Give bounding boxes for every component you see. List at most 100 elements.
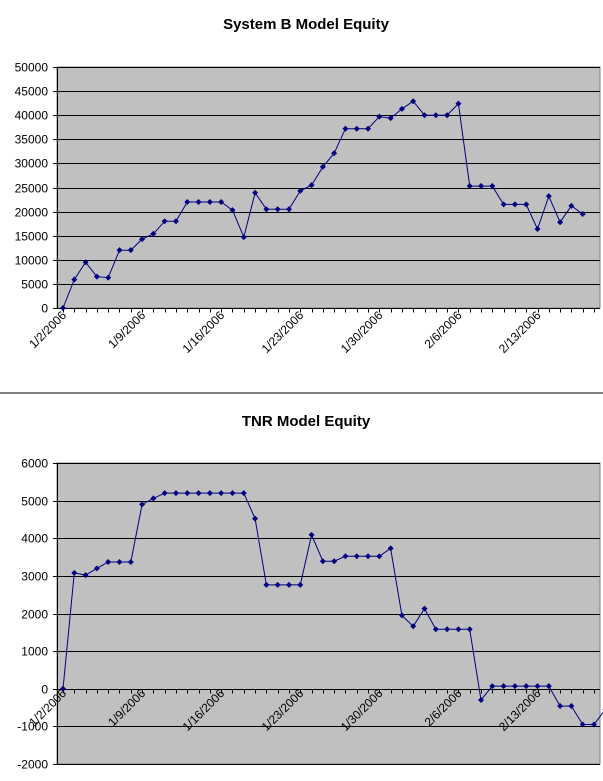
data-point (466, 626, 473, 633)
data-point (139, 236, 146, 243)
data-point (240, 234, 247, 241)
y-tick-label: 1000 (21, 645, 48, 659)
data-point (229, 490, 236, 497)
data-point (534, 225, 541, 232)
data-point (195, 490, 202, 497)
data-point (444, 112, 451, 119)
data-point (161, 490, 168, 497)
data-point (172, 218, 179, 225)
data-point (285, 206, 292, 213)
data-point (60, 305, 66, 311)
data-point (319, 558, 326, 565)
data-point (71, 569, 78, 576)
data-point (218, 490, 225, 497)
data-point (218, 198, 225, 205)
data-point (410, 98, 417, 105)
data-point (455, 100, 462, 107)
data-point (579, 721, 586, 728)
data-point (116, 558, 123, 565)
data-point (263, 581, 270, 588)
data-point (353, 553, 360, 560)
data-point (274, 206, 281, 213)
data-point (387, 115, 394, 122)
data-point (511, 201, 518, 208)
data-point (421, 112, 428, 119)
data-point (579, 211, 586, 218)
data-point (342, 125, 349, 132)
y-tick-label: 6000 (21, 457, 48, 471)
y-tick-label: 35000 (15, 133, 49, 147)
data-point (376, 113, 383, 120)
y-tick-label: 30000 (15, 157, 49, 171)
data-point (127, 247, 134, 254)
data-point (557, 703, 564, 710)
plot-area (56, 462, 601, 765)
data-point (184, 490, 191, 497)
data-point (545, 683, 552, 690)
data-point (93, 565, 100, 572)
data-point (591, 721, 597, 728)
data-point (161, 218, 168, 225)
data-point (274, 581, 281, 588)
data-point (331, 150, 338, 157)
x-tick-label: 2/13/2006 (496, 308, 544, 356)
y-tick-label: 4000 (21, 532, 48, 546)
x-tick-label: 1/30/2006 (338, 308, 386, 356)
data-point (105, 274, 112, 281)
chart-title: TNR Model Equity (242, 413, 371, 430)
data-point (432, 626, 439, 633)
data-point (93, 273, 100, 280)
data-point (534, 683, 541, 690)
data-point (184, 198, 191, 205)
data-point (365, 125, 372, 132)
data-point (252, 515, 259, 522)
data-point (478, 183, 485, 190)
data-point (150, 230, 157, 237)
y-tick-label: 40000 (15, 109, 49, 123)
data-point (500, 201, 507, 208)
data-point (421, 605, 428, 612)
data-point (82, 259, 89, 266)
x-tick-label: 1/9/2006 (105, 308, 148, 351)
y-tick-label: 3000 (21, 570, 48, 584)
data-point (331, 558, 338, 565)
data-point (285, 581, 292, 588)
data-point (489, 183, 496, 190)
data-point (444, 626, 451, 633)
data-point (466, 183, 473, 190)
data-point (240, 490, 247, 497)
data-point (308, 531, 315, 538)
data-point (229, 207, 236, 214)
data-point (387, 545, 394, 552)
y-tick-label: 15000 (15, 230, 49, 244)
chart-1: System B Model Equity 0 5000 10000 15000 2000… (15, 16, 601, 356)
data-point (410, 623, 417, 630)
chart-2: TNR Model Equity -2000 -1000 0 1000 2000 3000 4… (17, 413, 603, 772)
data-point (297, 581, 304, 588)
chart-title: System B Model Equity (223, 16, 390, 33)
data-point (455, 626, 462, 633)
y-tick-label: 5000 (21, 278, 48, 292)
y-tick-label: 20000 (15, 206, 49, 220)
plot-area (56, 66, 601, 309)
y-tick-label: 2000 (21, 608, 48, 622)
y-tick-label: 10000 (15, 254, 49, 268)
data-point (376, 553, 383, 560)
data-point (139, 501, 146, 508)
data-point (263, 206, 270, 213)
data-point (432, 112, 439, 119)
data-point (523, 683, 530, 690)
data-point (353, 125, 360, 132)
x-tick-label: 1/23/2006 (259, 308, 307, 356)
data-point (105, 558, 112, 565)
data-point (127, 558, 134, 565)
data-point (172, 490, 179, 497)
data-point (511, 683, 518, 690)
data-point (116, 247, 123, 254)
data-point (557, 219, 564, 226)
data-point (150, 495, 157, 502)
data-point (82, 572, 89, 579)
data-point (365, 553, 372, 560)
data-point (60, 685, 66, 692)
